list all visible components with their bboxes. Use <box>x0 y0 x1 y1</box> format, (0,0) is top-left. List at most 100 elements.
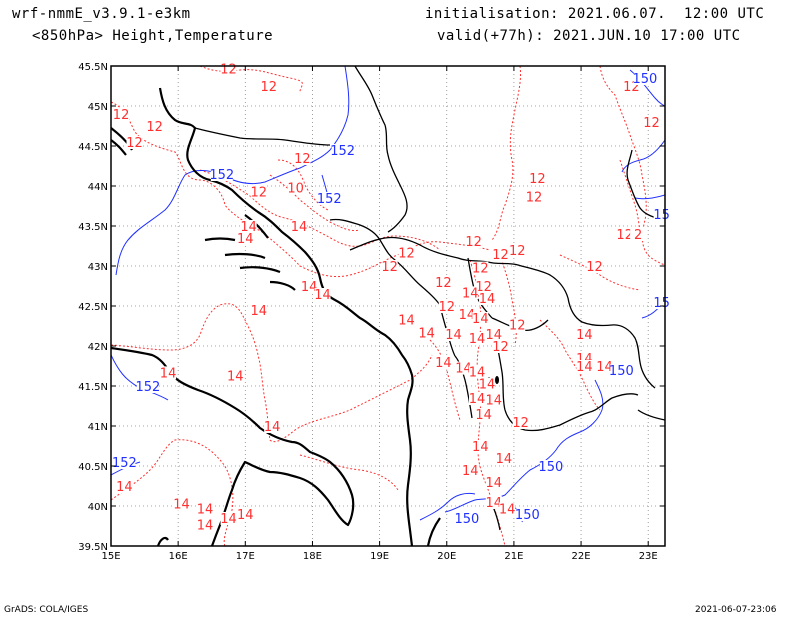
temperature-contour-label: 14 <box>197 502 214 517</box>
temperature-contour-label-bg <box>526 190 543 204</box>
temperature-contour-label-bg <box>455 361 472 375</box>
lon-tick-label: 16E <box>169 551 188 562</box>
height-contour-label-bg <box>113 456 136 469</box>
temperature-contour-label: 14 <box>485 496 502 511</box>
temperature-contour-label-bg <box>472 261 489 275</box>
temperature-contour-label-bg <box>576 328 593 341</box>
borders <box>194 66 665 531</box>
lon-tick-label: 21E <box>504 551 523 562</box>
temperature-contour-label: 14 <box>250 304 267 319</box>
temperature-contour-label-bg <box>173 497 190 511</box>
height-contour-label: 152 <box>317 192 342 207</box>
temperature-contour-label-bg <box>445 328 462 341</box>
temperature-contour-label: 14 <box>459 308 476 323</box>
height-contour-label-bg <box>210 168 233 181</box>
temperature-contour-label: 14 <box>314 288 331 303</box>
temperature-contour-label-bg <box>146 120 163 133</box>
height-contour-label-bg <box>318 192 341 205</box>
height-contour-label: 15 <box>653 208 670 223</box>
temperature-contour-label: 14 <box>291 220 308 235</box>
temperature-contour-label: 12 <box>250 186 267 201</box>
temperature-contour-label: 14 <box>479 292 496 307</box>
temperature-contour-label-bg <box>435 356 452 369</box>
temperature-contour-label: 14 <box>469 366 486 381</box>
height-contour-label-bg <box>610 364 633 377</box>
height-contour-label: 150 <box>515 508 540 523</box>
temperature-contour-label-bg <box>462 464 479 477</box>
temperature-contour-label: 14 <box>197 518 214 533</box>
temperature-contour-label: 14 <box>472 312 489 327</box>
temperature-contour-label: 12 <box>472 262 489 277</box>
axis-ticks: 15E 16E 17E 18E 19E 20E 21E 22E 23E 45.5N 45N 44.5N… <box>78 62 665 562</box>
temperature-contour-label: 14 <box>499 502 516 517</box>
lon-tick-label: 17E <box>236 551 255 562</box>
temperature-contour-label-bg <box>227 369 244 383</box>
temperature-contour-label: 14 <box>237 232 254 247</box>
lat-tick-label: 43.5N <box>78 222 108 233</box>
height-contour-label-bg <box>633 72 656 85</box>
lat-tick-label: 44N <box>88 182 108 193</box>
temperature-contour-label: 14 <box>173 498 190 513</box>
temperature-contour-label-bg <box>509 244 526 257</box>
temperature-contour-label-bg <box>237 508 254 521</box>
temperature-contour-label-bg <box>294 152 311 165</box>
temperature-contour-label-bg <box>596 360 613 373</box>
lat-tick-label: 45.5N <box>78 62 108 73</box>
height-contour-label: 152 <box>136 380 161 395</box>
height-contour-label-bg <box>136 380 159 393</box>
temperature-contour-label-bg <box>116 480 133 493</box>
temperature-contour-label-bg <box>287 181 304 195</box>
temperature-contour-label: 12 <box>126 136 143 151</box>
lat-tick-label: 42.5N <box>78 302 108 313</box>
temperature-contour-label: 14 <box>445 328 462 343</box>
model-title: wrf-nmmE_v3.9.1-e3km <box>12 6 191 22</box>
temperature-contour-label: 14 <box>472 440 489 455</box>
height-contour-label: 152 <box>112 456 137 471</box>
height-contour-label: 150 <box>609 364 634 379</box>
temperature-contour-label: 10 <box>287 182 304 197</box>
temperature-contour-label-bg <box>485 328 502 341</box>
temperature-contour-label: 14 <box>455 362 472 377</box>
credit-label: GrADS: COLA/IGES <box>4 605 89 615</box>
lat-tick-label: 42N <box>88 342 108 353</box>
height-contour-label-bg <box>539 460 562 473</box>
temperature-contour-label-bg <box>260 80 277 93</box>
level-fields-title: <850hPa> Height,Temperature <box>32 28 274 44</box>
temperature-contour-label: 14 <box>485 394 502 409</box>
temperature-contour-label-bg <box>485 476 502 489</box>
temperature-contour-label-bg <box>479 292 496 305</box>
temperature-contour-label-bg <box>472 440 489 453</box>
temperature-contour-label-bg <box>240 220 257 233</box>
temperature-contour-label: 12 <box>509 244 526 259</box>
temperature-contour-label-bg <box>475 280 492 293</box>
temperature-contour-label-bg <box>468 392 485 405</box>
temperature-contour-label: 12 <box>261 80 278 95</box>
temperature-contour-label: 12 <box>435 276 452 291</box>
temperature-contour-label: 14 <box>398 314 415 329</box>
temperature-contour-label-bg <box>616 228 633 241</box>
temperature-contour-label: 12 <box>438 300 455 315</box>
height-contour-label-bg <box>455 512 478 525</box>
height-contour-label: 150 <box>632 72 657 87</box>
height-contour-label: 152 <box>209 168 234 183</box>
height-contour-label: 15 <box>653 296 670 311</box>
temperature-contour-label: 14 <box>576 360 593 375</box>
temperature-contour-label-bg <box>264 420 281 433</box>
lat-tick-label: 40N <box>88 502 108 513</box>
temperature-contour-label-bg <box>398 313 415 327</box>
temperature-contour-label: 12 <box>616 228 633 243</box>
temperature-contour-label: 12 <box>465 235 482 250</box>
temperature-contour-label-bg <box>197 502 214 516</box>
height-contour-label-bg <box>331 144 354 157</box>
temperature-contour-label-bg <box>113 108 130 121</box>
temperature-contour-label: 2 <box>634 228 642 243</box>
temperature-contour-label: 14 <box>220 512 237 527</box>
temperature-contour-label-bg <box>250 185 267 199</box>
temperature-contour-label-bg <box>643 116 660 129</box>
temperature-contour-label: 12 <box>509 318 526 333</box>
temperature-contour-label: 14 <box>485 328 502 343</box>
lat-tick-label: 40.5N <box>78 462 108 473</box>
temperature-contour-label-bg <box>492 248 509 261</box>
temperature-contour-label: 14 <box>116 480 133 495</box>
temperature-contour-label: 14 <box>418 326 435 341</box>
